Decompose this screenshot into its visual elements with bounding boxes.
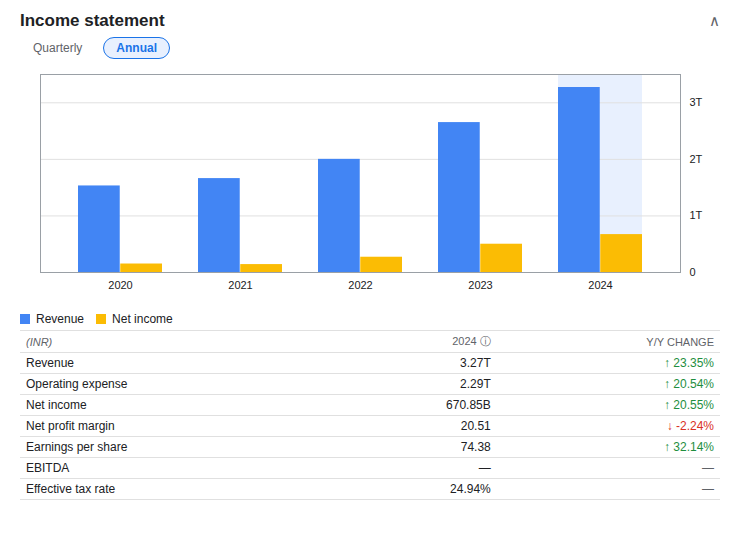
- html-text:Y/Y CHANGE: Y/Y CHANGE: [646, 335, 714, 348]
- html-text:Effective tax rate: Effective tax rate: [26, 482, 116, 496]
- html-text:2.29T: 2.29T: [460, 377, 491, 391]
- svg-text:2021: 2021: [228, 279, 252, 291]
- html-text:↑ 32.14%: ↑ 32.14%: [664, 440, 714, 454]
- html-text:Net income: Net income: [112, 311, 173, 326]
- html-text:20.51: 20.51: [460, 419, 491, 433]
- html-text:(INR): (INR): [26, 335, 53, 348]
- html-text:↑ 23.35%: ↑ 23.35%: [664, 356, 714, 370]
- html-text:74.38: 74.38: [460, 440, 491, 454]
- html-text:2024 ⓘ: 2024 ⓘ: [452, 335, 491, 347]
- svg-text:0: 0: [690, 266, 696, 278]
- html-text:↓ -2.24%: ↓ -2.24%: [666, 419, 714, 433]
- html-text:670.85B: 670.85B: [446, 398, 491, 412]
- html-text:↑ 20.54%: ↑ 20.54%: [664, 377, 714, 391]
- html-text:EBITDA: EBITDA: [26, 461, 70, 475]
- html-text:Income statement: Income statement: [20, 11, 165, 30]
- svg-text:2T: 2T: [690, 153, 703, 165]
- html-text:Operating expense: Operating expense: [26, 377, 128, 391]
- html-text:3.27T: 3.27T: [460, 356, 491, 370]
- html-text:Net income: Net income: [26, 398, 87, 412]
- html-text:↑ 20.55%: ↑ 20.55%: [664, 398, 714, 412]
- svg-text:2020: 2020: [108, 279, 132, 291]
- html-text:Net profit margin: Net profit margin: [26, 419, 115, 433]
- svg-text:2023: 2023: [468, 279, 492, 291]
- html-text:Revenue: Revenue: [26, 356, 74, 370]
- svg-text:2022: 2022: [348, 279, 372, 291]
- svg-text:3T: 3T: [690, 96, 703, 108]
- svg-text:2024: 2024: [588, 279, 612, 291]
- html-text:Earnings per share: Earnings per share: [26, 440, 128, 454]
- html-text:Revenue: Revenue: [36, 311, 84, 326]
- html-text:24.94%: 24.94%: [450, 482, 491, 496]
- svg-text:1T: 1T: [690, 209, 703, 221]
- html-text:Quarterly: Quarterly: [33, 41, 83, 55]
- html-text:Annual: Annual: [116, 41, 157, 55]
